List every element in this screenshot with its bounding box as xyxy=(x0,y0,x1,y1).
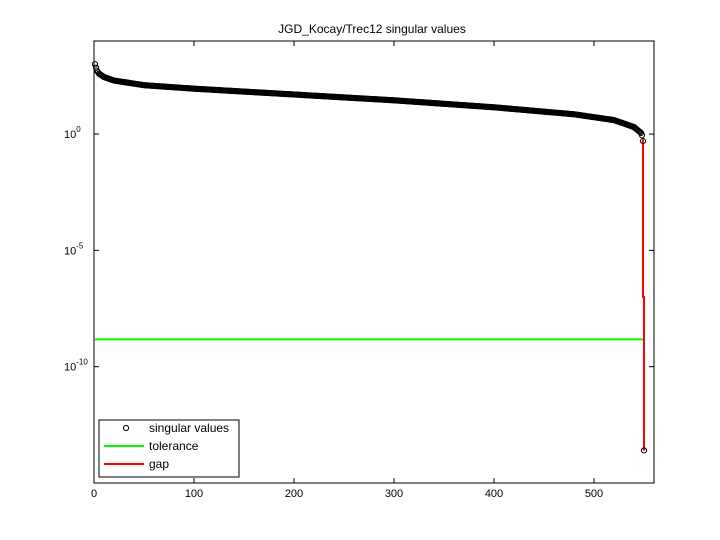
legend-marker-singular-values xyxy=(122,424,130,432)
singular-value-point xyxy=(91,61,99,68)
y-tick-base: 10 xyxy=(64,245,76,257)
legend-box xyxy=(98,419,240,478)
singular-value-point xyxy=(636,128,644,136)
x-tick-label: 500 xyxy=(585,488,603,500)
legend-label: gap xyxy=(149,457,169,471)
legend-label: singular values xyxy=(149,421,229,435)
legend-label: tolerance xyxy=(149,439,199,453)
chart-title: JGD_Kocay/Trec12 singular values xyxy=(278,22,466,36)
x-axis: 0 100 200 300 400 500 xyxy=(91,41,603,500)
x-tick-label: 200 xyxy=(285,488,303,500)
y-tick-label: 10-5 xyxy=(64,241,84,257)
legend: singular values tolerance gap xyxy=(98,419,240,478)
y-tick-label: 100 xyxy=(64,125,81,141)
plot-series xyxy=(91,61,648,454)
y-tick-base: 10 xyxy=(64,129,76,141)
y-tick-exponent: 0 xyxy=(76,125,81,134)
plot-area-frame xyxy=(93,40,655,484)
x-tick-label: 300 xyxy=(385,488,403,500)
x-tick-label: 400 xyxy=(485,488,503,500)
y-tick-exponent: -10 xyxy=(76,358,88,367)
y-tick-label: 10-10 xyxy=(64,358,88,374)
singular-value-point xyxy=(640,447,648,454)
x-tick-label: 100 xyxy=(185,488,203,500)
gap-line xyxy=(642,139,645,451)
y-tick-base: 10 xyxy=(64,362,76,374)
x-tick-label: 0 xyxy=(91,488,97,500)
y-tick-exponent: -5 xyxy=(76,241,84,250)
singular-value-point xyxy=(638,132,646,139)
singular-value-point xyxy=(639,137,647,145)
